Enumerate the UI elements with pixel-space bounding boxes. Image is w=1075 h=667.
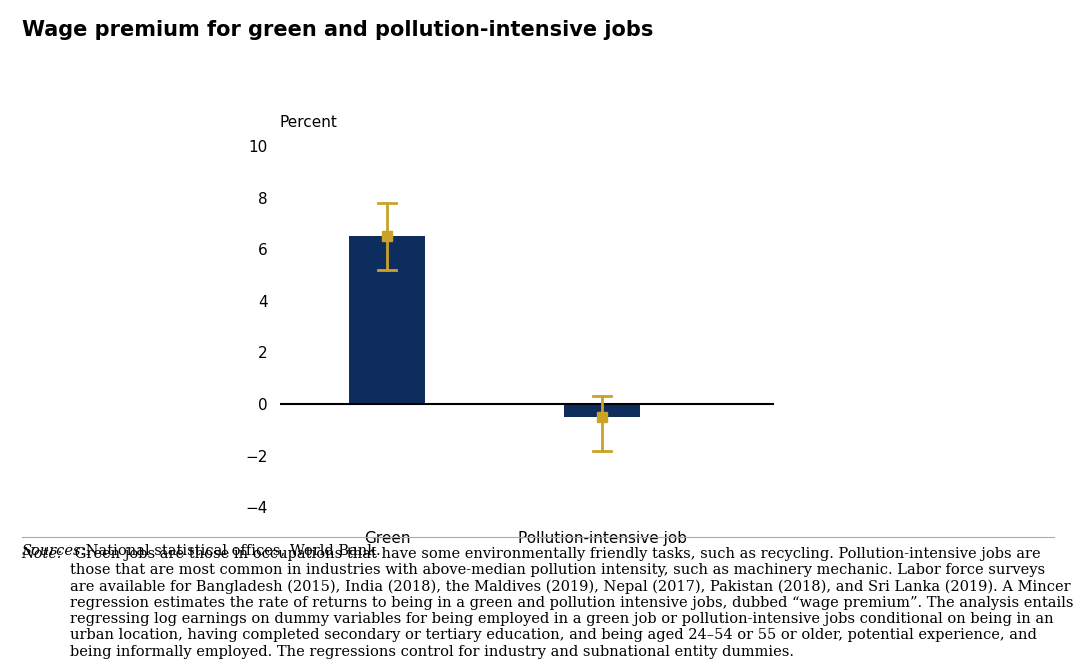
Text: Note:: Note: (22, 547, 62, 561)
Text: Sources:: Sources: (22, 544, 86, 558)
Text: Green jobs are those in occupations that have some environmentally friendly task: Green jobs are those in occupations that… (70, 547, 1074, 658)
Text: Wage premium for green and pollution-intensive jobs: Wage premium for green and pollution-int… (22, 20, 653, 40)
Bar (349, 236, 425, 404)
Bar (564, 404, 640, 417)
Text: National statistical offices, World Bank.: National statistical offices, World Bank… (81, 544, 381, 558)
Text: Percent: Percent (280, 115, 338, 130)
